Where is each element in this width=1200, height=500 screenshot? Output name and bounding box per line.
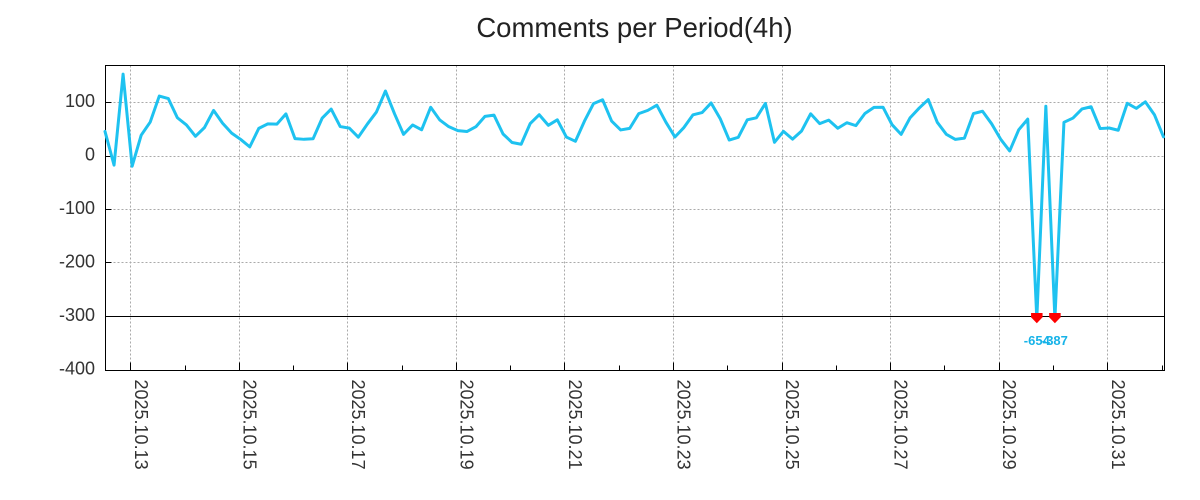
svg-text:-400: -400 [59,359,95,379]
svg-text:0: 0 [85,145,95,165]
svg-text:2025.10.21: 2025.10.21 [565,380,585,470]
svg-text:2025.10.29: 2025.10.29 [999,380,1019,470]
svg-text:2025.10.13: 2025.10.13 [131,380,151,470]
svg-text:2025.10.25: 2025.10.25 [782,380,802,470]
svg-text:2025.10.23: 2025.10.23 [674,380,694,470]
svg-text:2025.10.27: 2025.10.27 [891,380,911,470]
svg-text:2025.10.17: 2025.10.17 [348,380,368,470]
svg-text:2025.10.15: 2025.10.15 [239,380,259,470]
svg-text:-387: -387 [1042,333,1068,348]
svg-text:2025.10.31: 2025.10.31 [1108,380,1128,470]
svg-text:100: 100 [65,91,95,111]
svg-text:-200: -200 [59,252,95,272]
svg-text:-300: -300 [59,305,95,325]
svg-text:2025.10.19: 2025.10.19 [456,380,476,470]
svg-text:-100: -100 [59,198,95,218]
